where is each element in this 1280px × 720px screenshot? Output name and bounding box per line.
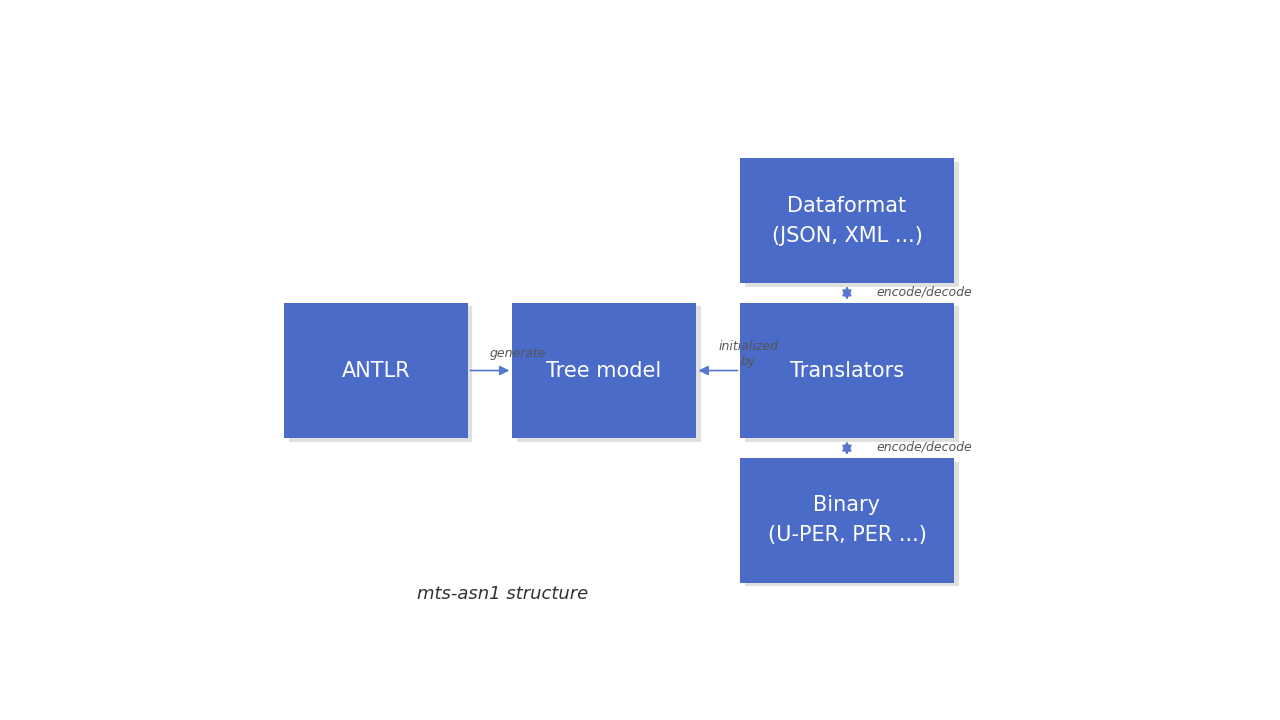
FancyBboxPatch shape [740, 158, 954, 283]
FancyBboxPatch shape [517, 307, 700, 442]
FancyBboxPatch shape [284, 302, 467, 438]
Text: Tree model: Tree model [547, 361, 662, 381]
FancyBboxPatch shape [512, 302, 696, 438]
Text: Binary
(U-PER, PER ...): Binary (U-PER, PER ...) [768, 495, 927, 545]
Text: initialized
by: initialized by [718, 340, 778, 368]
Text: generate: generate [490, 347, 547, 360]
FancyBboxPatch shape [740, 458, 954, 582]
Text: encode/decode: encode/decode [877, 440, 972, 454]
Text: Dataformat
(JSON, XML ...): Dataformat (JSON, XML ...) [772, 196, 923, 246]
Text: ANTLR: ANTLR [342, 361, 410, 381]
Text: encode/decode: encode/decode [877, 285, 972, 298]
FancyBboxPatch shape [745, 307, 959, 442]
FancyBboxPatch shape [289, 307, 472, 442]
FancyBboxPatch shape [740, 302, 954, 438]
FancyBboxPatch shape [745, 162, 959, 287]
Text: Translators: Translators [790, 361, 904, 381]
Text: mts-asn1 structure: mts-asn1 structure [416, 585, 588, 603]
FancyBboxPatch shape [745, 462, 959, 587]
